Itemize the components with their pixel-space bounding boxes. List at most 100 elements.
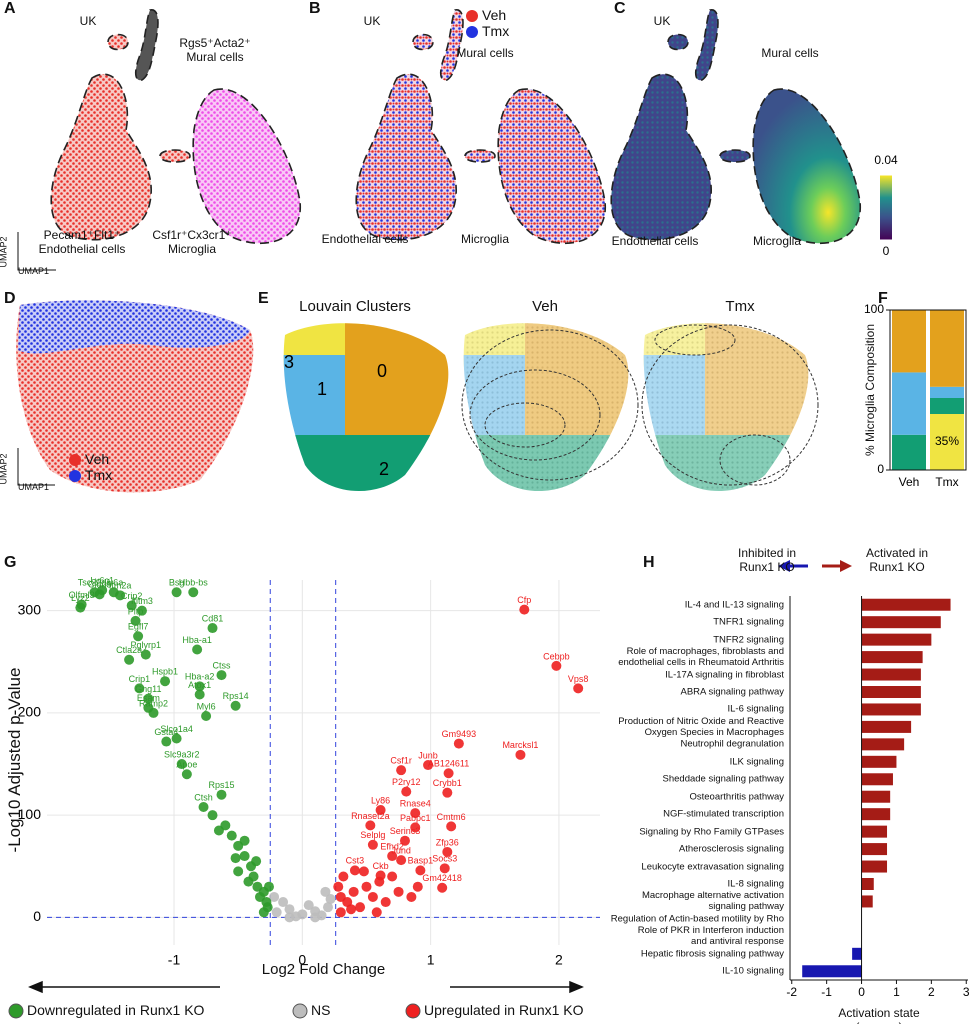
point: [192, 644, 203, 655]
point: [271, 907, 282, 918]
point-label: Hba-a2: [185, 672, 215, 682]
point: [136, 605, 147, 616]
point-label: Ifitm3: [131, 596, 153, 606]
cluster-label: Mural cells: [456, 46, 514, 60]
point-label: Zfp36: [436, 837, 459, 847]
x-tick-label: Tmx: [935, 475, 958, 489]
point: [375, 805, 386, 816]
axis-label: Log2 Fold Change: [261, 961, 386, 978]
legend-marker: [466, 26, 478, 38]
panel-title: Louvain Clusters: [299, 298, 411, 315]
point-label: Ramp2: [139, 698, 168, 708]
bar: [861, 808, 891, 821]
point-label: Ctsh: [194, 792, 213, 802]
bar: [861, 633, 932, 646]
point: [320, 886, 331, 897]
x-tick-label: -2: [786, 985, 797, 999]
axis-label: UMAP2: [0, 453, 9, 485]
y-tick-label: 100: [18, 806, 42, 822]
point: [188, 587, 199, 598]
y-tick-label: Signaling by Rho Family GTPases: [639, 826, 784, 838]
point: [396, 855, 407, 866]
x-tick-label: 1: [893, 985, 900, 999]
axis-label: UMAP2: [0, 236, 9, 268]
point: [361, 881, 372, 892]
point-label: Hspb1: [152, 667, 178, 677]
point: [333, 881, 344, 892]
bar: [861, 755, 897, 768]
bar: [861, 825, 888, 838]
point: [387, 851, 398, 862]
y-tick-label: Leukocyte extravasation signaling: [641, 861, 784, 873]
axis-label: % Microglia Composition: [863, 323, 877, 457]
point: [161, 736, 172, 747]
point-label: Bsg: [169, 578, 185, 588]
panel-letter: H: [643, 554, 655, 571]
point-label: Ly6c1: [90, 576, 114, 586]
axis-label: -Log10 Adjusted p-Value: [5, 667, 24, 852]
point-label: Serinc3: [390, 826, 421, 836]
header: Activated in Runx1 KO: [866, 546, 929, 574]
legend-label: NS: [311, 1002, 331, 1018]
point-label: Gng11: [135, 684, 161, 694]
point-label: Rps15: [208, 780, 234, 790]
point: [423, 760, 434, 771]
bar: [861, 686, 921, 698]
bar-segment: [892, 372, 926, 435]
point: [310, 912, 321, 923]
legend-marker: [405, 1003, 421, 1019]
point: [551, 660, 562, 671]
point: [380, 897, 391, 908]
legend-marker: [8, 1003, 24, 1019]
point: [124, 654, 135, 665]
cluster-label: Microglia: [752, 234, 802, 248]
point-label: Slc9a3r2: [164, 749, 200, 759]
point: [415, 865, 426, 876]
volcano-arrows: [28, 560, 852, 994]
panel-letter: G: [4, 554, 17, 571]
point: [346, 904, 357, 915]
point: [230, 700, 241, 711]
y-tick-label: IL-8 signaling: [727, 878, 784, 890]
point-label: Egfl7: [128, 622, 149, 632]
point: [349, 865, 360, 876]
x-tick-label: 3: [963, 985, 970, 999]
point-label: Marcksl1: [502, 740, 538, 750]
point-label: Pglyrp1: [131, 640, 162, 650]
point: [446, 821, 457, 832]
point-label: Vps8: [568, 674, 589, 684]
point: [410, 822, 421, 833]
y-tick-label: ILK signaling: [729, 756, 784, 768]
point: [325, 893, 336, 904]
plot-frame: [889, 309, 967, 471]
y-tick-label: Osteoarthritis pathway: [689, 791, 784, 803]
point-label: Tsc22d1: [78, 578, 112, 588]
point-label: Ly6a: [104, 578, 123, 588]
legend-marker: [466, 10, 478, 22]
y-tick-label: NGF-stimulated transcription: [663, 808, 784, 820]
point: [322, 902, 333, 913]
panel-letter: E: [258, 290, 269, 307]
point: [412, 881, 423, 892]
point: [367, 839, 378, 850]
legend-marker: [69, 470, 81, 482]
point: [140, 649, 151, 660]
x-tick-label: -1: [821, 985, 832, 999]
point: [371, 907, 382, 918]
point-label: Itm2a: [109, 581, 132, 591]
bar-segment: [892, 310, 926, 373]
point-label: Socs3: [432, 854, 457, 864]
y-tick-label: 0: [33, 908, 41, 924]
y-tick-label: IL-6 signaling: [727, 703, 784, 715]
point: [216, 670, 227, 681]
cluster-label: UK: [363, 14, 381, 28]
point: [130, 615, 141, 626]
cluster-number: 0: [377, 361, 387, 381]
y-tick-label: 200: [18, 704, 42, 720]
bar-segment: [930, 414, 964, 470]
bar: [802, 965, 862, 978]
point: [355, 902, 366, 913]
point: [374, 876, 385, 887]
point: [263, 881, 274, 892]
